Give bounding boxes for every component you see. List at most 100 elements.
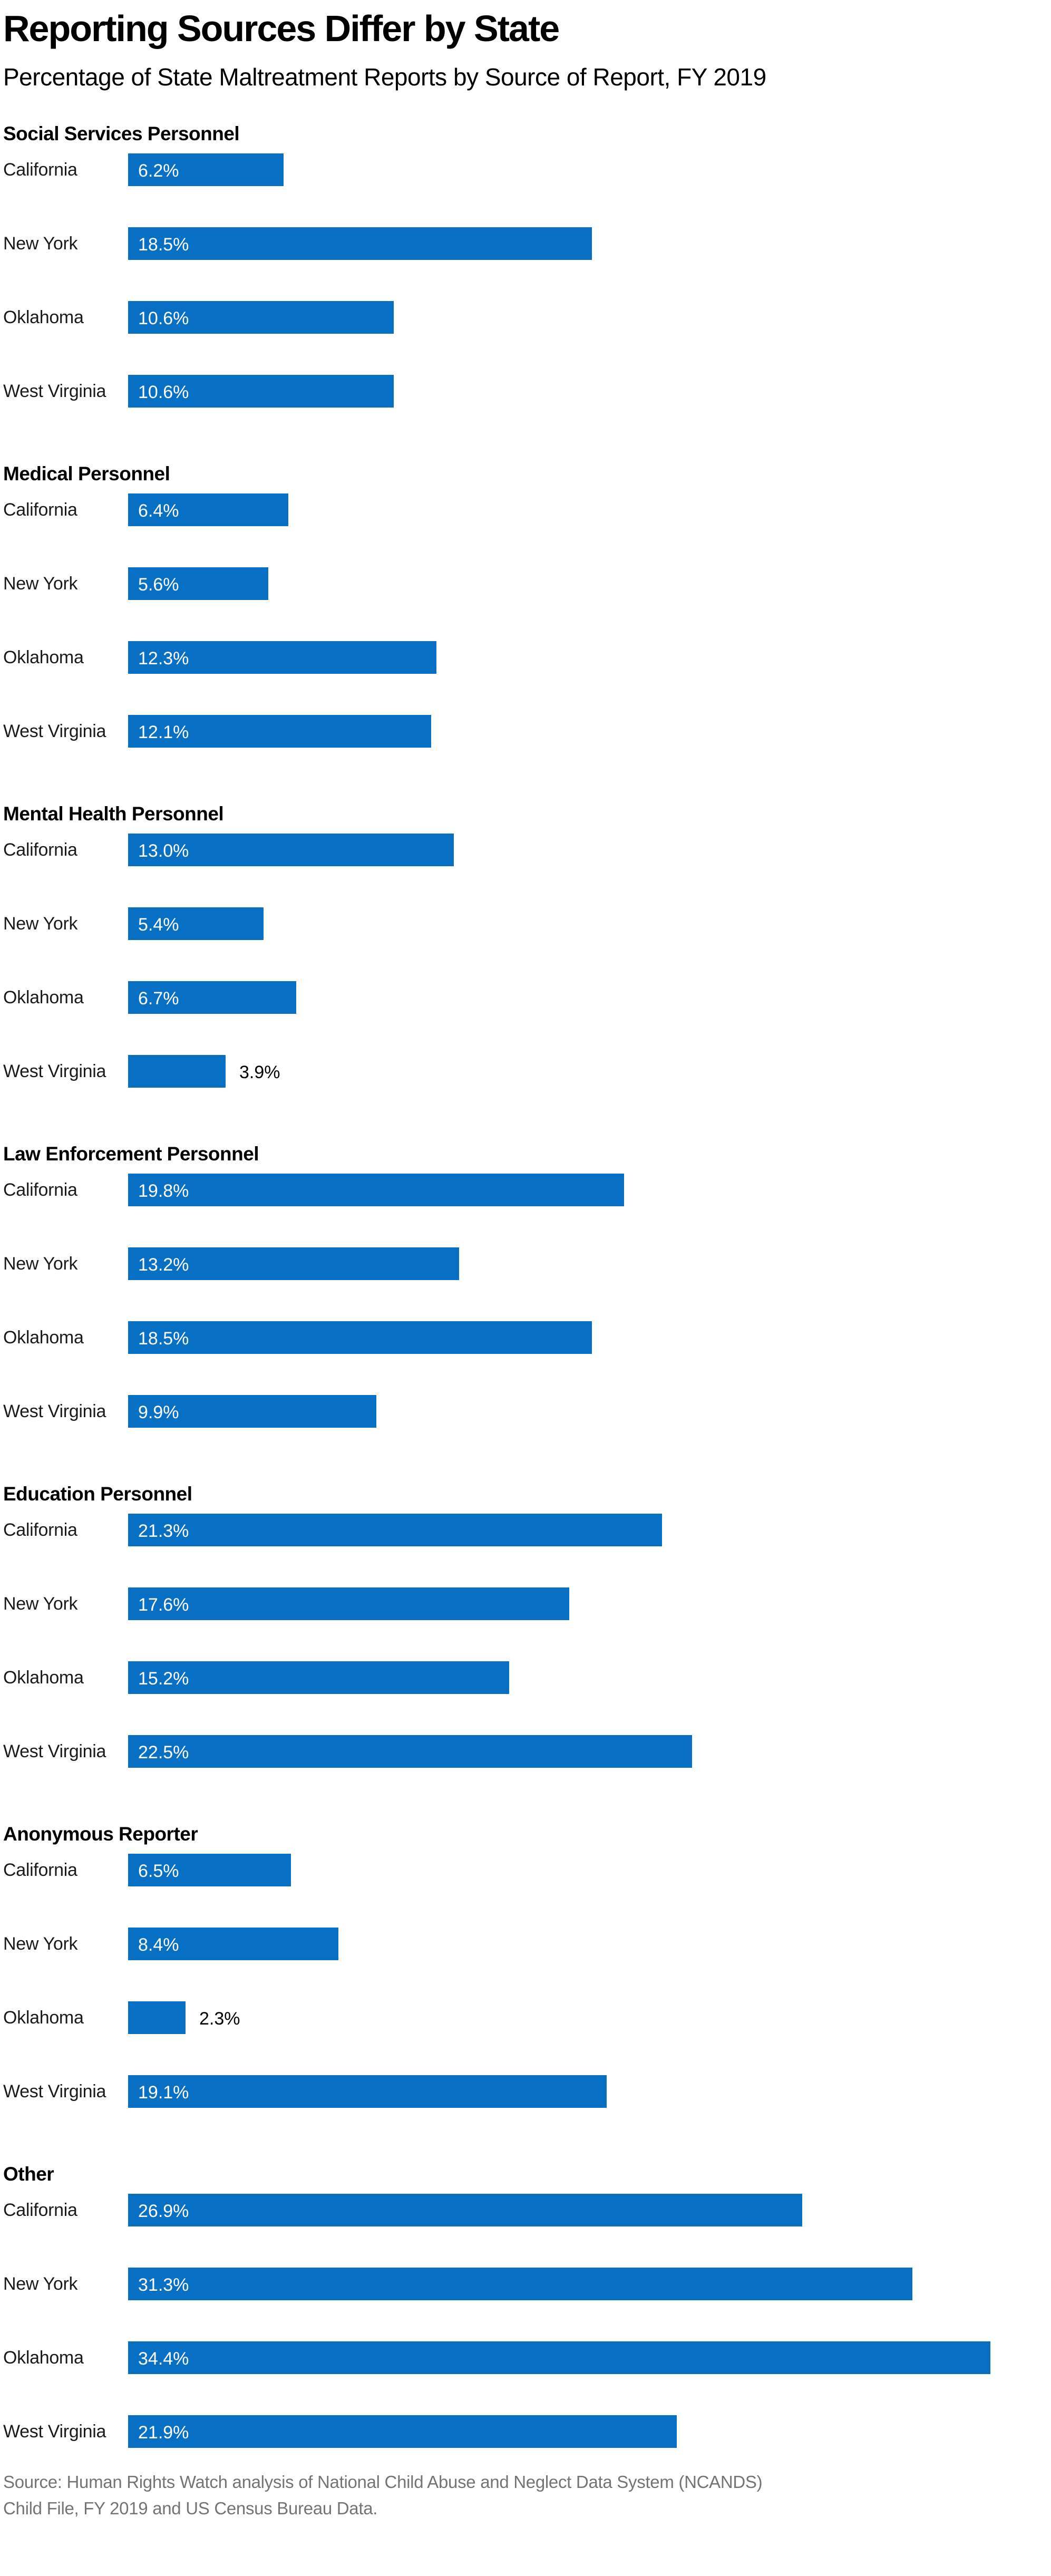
bar: 17.6% bbox=[128, 1587, 569, 1620]
bar-row-oklahoma: Oklahoma 12.3% bbox=[3, 641, 1046, 674]
value-label: 3.9% bbox=[239, 1062, 280, 1082]
bar: 12.3% bbox=[128, 641, 436, 674]
bar-track: 8.4% bbox=[128, 1928, 1046, 1960]
bar-row-california: California 6.4% bbox=[3, 493, 1046, 526]
group-mental-health-personnel: Mental Health Personnel California 13.0% Ne… bbox=[3, 803, 1046, 1088]
bar-track: 31.3% bbox=[128, 2268, 1046, 2300]
group-education-personnel: Education Personnel California 21.3% New Yo… bbox=[3, 1484, 1046, 1768]
value-label: 17.6% bbox=[138, 1594, 189, 1615]
bar-track: 19.1% bbox=[128, 2075, 1046, 2108]
state-label: West Virginia bbox=[3, 1401, 106, 1421]
state-label: West Virginia bbox=[3, 381, 106, 401]
state-label: West Virginia bbox=[3, 721, 106, 741]
state-label: Oklahoma bbox=[3, 1327, 84, 1348]
state-label: New York bbox=[3, 2273, 78, 2294]
state-label: Oklahoma bbox=[3, 987, 84, 1008]
group-heading: Medical Personnel bbox=[3, 463, 170, 485]
bar: 12.1% bbox=[128, 715, 431, 748]
bar: 19.8% bbox=[128, 1174, 624, 1206]
group-anonymous-reporter: Anonymous Reporter California 6.5% New York… bbox=[3, 1824, 1046, 2108]
bar-row-oklahoma: Oklahoma 18.5% bbox=[3, 1321, 1046, 1354]
bar-track: 17.6% bbox=[128, 1587, 1046, 1620]
state-label: New York bbox=[3, 1253, 78, 1274]
bar: 18.5% bbox=[128, 1321, 592, 1354]
bar-track: 6.7% bbox=[128, 981, 1046, 1014]
bar-row-west-virginia: West Virginia 10.6% bbox=[3, 375, 1046, 408]
value-label: 6.7% bbox=[138, 988, 179, 1009]
value-label: 9.9% bbox=[138, 1402, 179, 1422]
value-label: 22.5% bbox=[138, 1742, 189, 1762]
bar: 5.6% bbox=[128, 567, 268, 600]
bar-track: 13.0% bbox=[128, 834, 1046, 866]
state-label: Oklahoma bbox=[3, 2007, 84, 2028]
bar: 10.6% bbox=[128, 375, 394, 408]
bar-track: 6.4% bbox=[128, 493, 1046, 526]
bar-row-west-virginia: West Virginia 19.1% bbox=[3, 2075, 1046, 2108]
bar-track: 12.3% bbox=[128, 641, 1046, 674]
value-label: 21.3% bbox=[138, 1521, 189, 1541]
bar-row-oklahoma: Oklahoma 10.6% bbox=[3, 301, 1046, 334]
bar-row-oklahoma: Oklahoma 34.4% bbox=[3, 2341, 1046, 2374]
bar-track: 18.5% bbox=[128, 227, 1046, 260]
value-label: 13.0% bbox=[138, 840, 189, 861]
bar-row-california: California 6.2% bbox=[3, 153, 1046, 186]
value-label: 31.3% bbox=[138, 2274, 189, 2295]
bar-row-new-york: New York 31.3% bbox=[3, 2268, 1046, 2300]
bar-row-west-virginia: West Virginia 21.9% bbox=[3, 2415, 1046, 2448]
bar-track: 15.2% bbox=[128, 1661, 1046, 1694]
bar: 6.5% bbox=[128, 1854, 291, 1886]
bar: 31.3% bbox=[128, 2268, 912, 2300]
state-label: New York bbox=[3, 573, 78, 594]
bar: 21.3% bbox=[128, 1514, 662, 1546]
bar-row-oklahoma: Oklahoma 15.2% bbox=[3, 1661, 1046, 1694]
bar bbox=[128, 2001, 186, 2034]
bar: 10.6% bbox=[128, 301, 394, 334]
bar-track: 26.9% bbox=[128, 2194, 1046, 2226]
state-label: California bbox=[3, 2200, 77, 2220]
value-label: 6.2% bbox=[138, 160, 179, 181]
bar: 21.9% bbox=[128, 2415, 677, 2448]
bar-row-west-virginia: West Virginia 22.5% bbox=[3, 1735, 1046, 1768]
group-law-enforcement-personnel: Law Enforcement Personnel California 19.8%… bbox=[3, 1144, 1046, 1428]
state-label: California bbox=[3, 1860, 77, 1880]
bar-row-west-virginia: West Virginia 12.1% bbox=[3, 715, 1046, 748]
state-label: Oklahoma bbox=[3, 307, 84, 327]
bar-row-new-york: New York 18.5% bbox=[3, 227, 1046, 260]
state-label: Oklahoma bbox=[3, 647, 84, 667]
value-label: 15.2% bbox=[138, 1668, 189, 1689]
bar-row-california: California 21.3% bbox=[3, 1514, 1046, 1546]
bar: 15.2% bbox=[128, 1661, 509, 1694]
bar-track: 18.5% bbox=[128, 1321, 1046, 1354]
bar-track: 6.2% bbox=[128, 153, 1046, 186]
group-heading: Mental Health Personnel bbox=[3, 803, 224, 825]
value-label: 34.4% bbox=[138, 2348, 189, 2369]
bar-track: 10.6% bbox=[128, 375, 1046, 408]
bar-row-california: California 19.8% bbox=[3, 1174, 1046, 1206]
bar-row-new-york: New York 8.4% bbox=[3, 1928, 1046, 1960]
state-label: New York bbox=[3, 913, 78, 934]
bar-track: 19.8% bbox=[128, 1174, 1046, 1206]
state-label: New York bbox=[3, 233, 78, 254]
bar-row-california: California 26.9% bbox=[3, 2194, 1046, 2226]
value-label: 10.6% bbox=[138, 308, 189, 328]
value-label: 6.4% bbox=[138, 500, 179, 521]
group-heading: Law Enforcement Personnel bbox=[3, 1143, 259, 1165]
source-note: Source: Human Rights Watch analysis of N… bbox=[3, 2469, 1046, 2522]
value-label: 19.8% bbox=[138, 1180, 189, 1201]
value-label: 19.1% bbox=[138, 2082, 189, 2103]
state-label: West Virginia bbox=[3, 1061, 106, 1081]
chart-title: Reporting Sources Differ by State bbox=[3, 8, 560, 49]
bar-track: 5.6% bbox=[128, 567, 1046, 600]
state-label: California bbox=[3, 839, 77, 860]
value-label: 10.6% bbox=[138, 382, 189, 402]
bar-track: 10.6% bbox=[128, 301, 1046, 334]
group-medical-personnel: Medical Personnel California 6.4% New York 5… bbox=[3, 463, 1046, 748]
value-label: 5.4% bbox=[138, 914, 179, 935]
bar-track: 12.1% bbox=[128, 715, 1046, 748]
state-label: West Virginia bbox=[3, 2421, 106, 2442]
bar-track: 6.5% bbox=[128, 1854, 1046, 1886]
bar-row-new-york: New York 5.6% bbox=[3, 567, 1046, 600]
state-label: Oklahoma bbox=[3, 1667, 84, 1688]
value-label: 26.9% bbox=[138, 2201, 189, 2221]
bar: 6.7% bbox=[128, 981, 296, 1014]
